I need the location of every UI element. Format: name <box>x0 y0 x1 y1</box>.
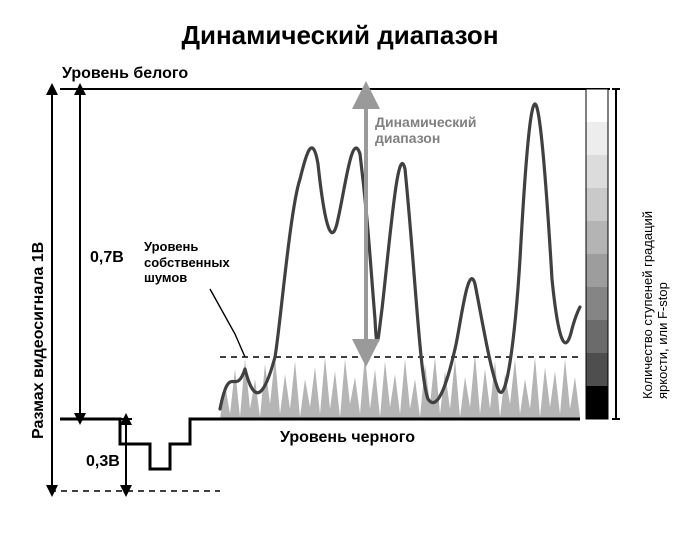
white-level-label: Уровень белого <box>62 65 188 83</box>
gradations-label: Количество ступеней градаций яркости, ил… <box>640 211 670 399</box>
v07-label: 0,7В <box>90 249 124 267</box>
diagram-container: Размах видеосигнала 1В Уровень белого 0,… <box>20 59 660 529</box>
black-level-label: Уровень черного <box>280 429 415 447</box>
v03-label: 0,3В <box>86 453 120 471</box>
page-title: Динамический диапазон <box>20 20 660 51</box>
signal-span-label: Размах видеосигнала 1В <box>30 242 48 439</box>
noise-level-label: Уровень собственных шумов <box>144 239 230 286</box>
dynamic-range-label: Динамический диапазон <box>375 114 477 146</box>
